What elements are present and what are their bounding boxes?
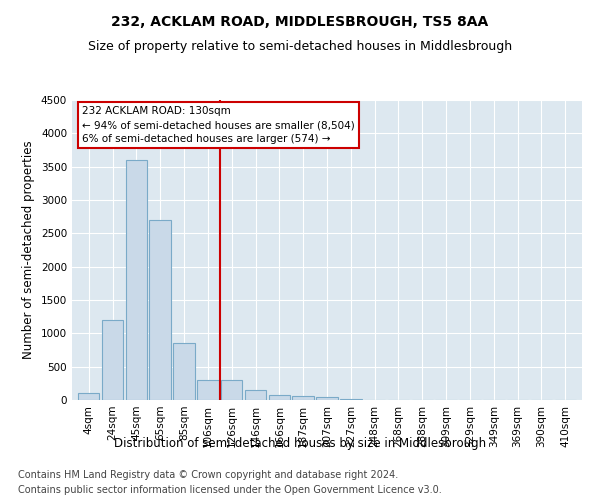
Text: 232 ACKLAM ROAD: 130sqm
← 94% of semi-detached houses are smaller (8,504)
6% of : 232 ACKLAM ROAD: 130sqm ← 94% of semi-de… bbox=[82, 106, 355, 144]
Text: Size of property relative to semi-detached houses in Middlesbrough: Size of property relative to semi-detach… bbox=[88, 40, 512, 53]
Text: 232, ACKLAM ROAD, MIDDLESBROUGH, TS5 8AA: 232, ACKLAM ROAD, MIDDLESBROUGH, TS5 8AA bbox=[112, 15, 488, 29]
Bar bbox=[316, 398, 338, 400]
Bar bbox=[125, 160, 147, 400]
Bar bbox=[102, 320, 123, 400]
Y-axis label: Number of semi-detached properties: Number of semi-detached properties bbox=[22, 140, 35, 360]
Text: Contains public sector information licensed under the Open Government Licence v3: Contains public sector information licen… bbox=[18, 485, 442, 495]
Bar bbox=[197, 380, 218, 400]
Bar bbox=[269, 394, 290, 400]
Bar bbox=[173, 344, 195, 400]
Bar bbox=[149, 220, 171, 400]
Bar bbox=[292, 396, 314, 400]
Text: Contains HM Land Registry data © Crown copyright and database right 2024.: Contains HM Land Registry data © Crown c… bbox=[18, 470, 398, 480]
Bar bbox=[221, 380, 242, 400]
Text: Distribution of semi-detached houses by size in Middlesbrough: Distribution of semi-detached houses by … bbox=[114, 438, 486, 450]
Bar bbox=[245, 390, 266, 400]
Bar bbox=[78, 394, 100, 400]
